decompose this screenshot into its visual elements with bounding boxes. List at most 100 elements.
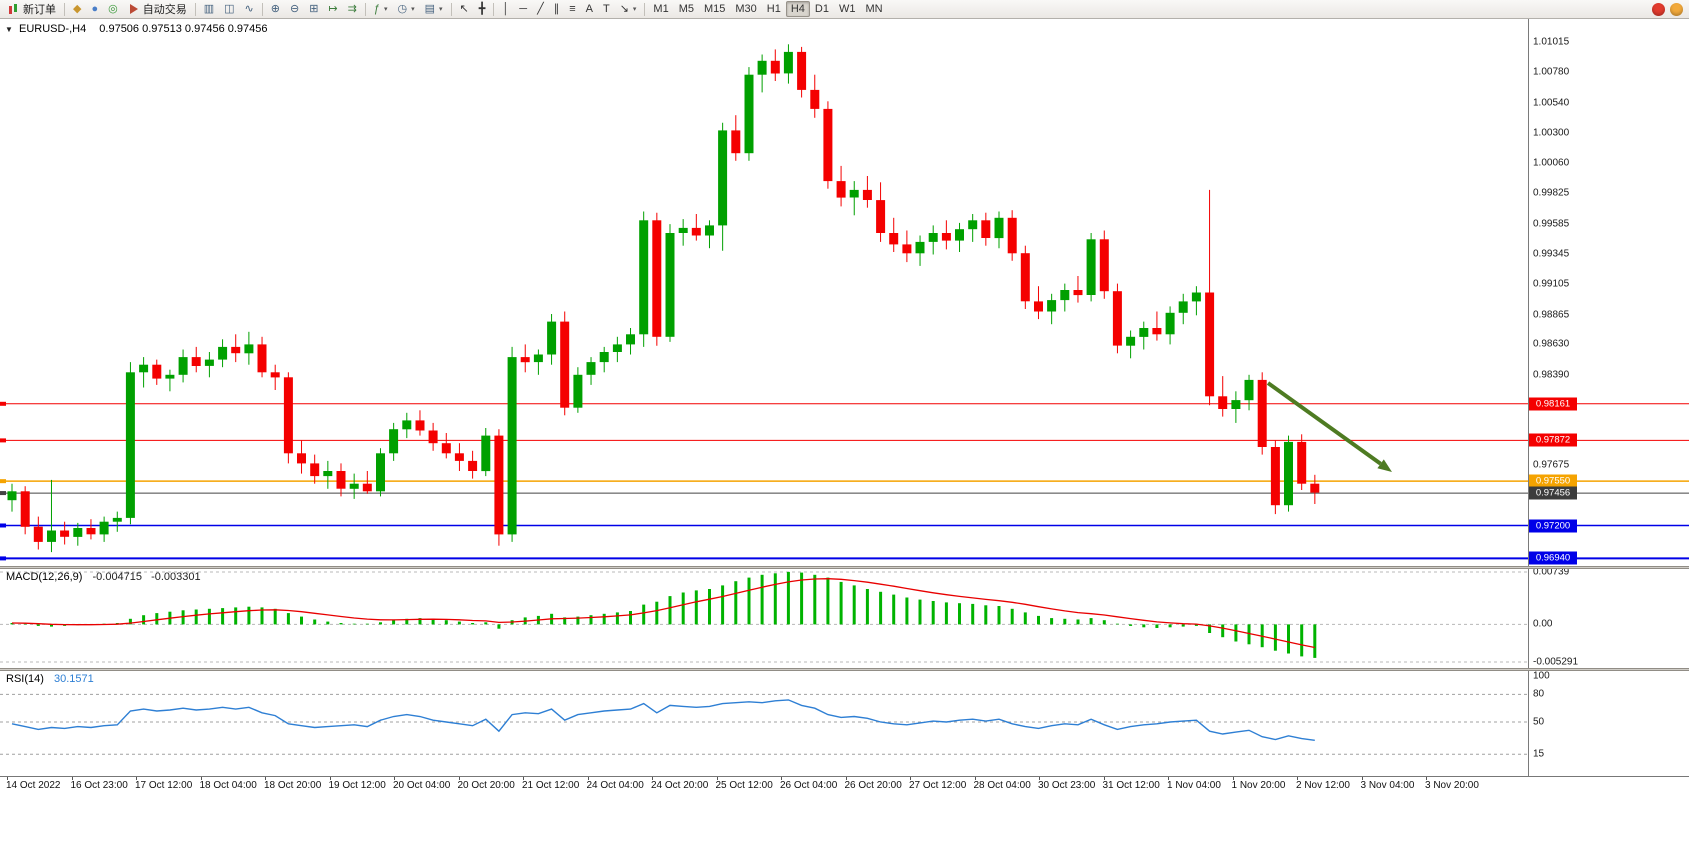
auto-scroll-icon[interactable]: ↦ [323,1,342,17]
market-watch-icon[interactable]: ● [86,1,103,17]
horizontal-line-icon[interactable]: ─ [514,1,532,17]
text-label-icon: T [602,2,610,15]
autotrading-icon [128,3,140,15]
time-axis-tick [974,777,976,780]
timeframe-m1-button[interactable]: M1 [648,1,673,17]
macd-main-value: -0.004715 [92,571,143,583]
time-axis-label: 27 Oct 12:00 [909,780,967,791]
text-icon[interactable]: A [581,1,598,17]
zoom-out-icon: ⊖ [289,2,300,15]
macd-axis-tick: 0.00 [1533,618,1553,630]
time-axis-tick [781,777,782,780]
pane-splitter[interactable] [0,668,1689,671]
pane-splitter[interactable] [0,566,1689,569]
time-axis-label: 1 Nov 04:00 [1167,780,1221,791]
time-axis-label: 1 Nov 20:00 [1231,780,1286,791]
price-badge: 0.97456 [1529,486,1577,500]
chart-dropdown-icon[interactable]: ▼ [5,25,13,34]
periods-icon[interactable]: ◷ ▾ [393,1,420,17]
new-order-button[interactable]: 新订单 [3,1,61,17]
rsi-axis-tick: 50 [1533,716,1545,728]
channel-icon[interactable]: ∥ [549,1,565,17]
zoom-in-icon: ⊕ [270,2,280,15]
time-axis-tick [652,777,653,780]
trendline-icon[interactable]: ╱ [532,1,549,17]
price-axis-tick: 1.00060 [1533,157,1570,169]
time-axis-tick [1103,777,1105,780]
time-axis-tick [394,777,395,780]
time-axis-label: 20 Oct 20:00 [457,780,515,791]
crosshair-icon: ╋ [478,2,486,15]
zoom-in-icon[interactable]: ⊕ [266,1,285,17]
alert-icon[interactable] [1652,2,1665,16]
time-axis-label: 19 Oct 12:00 [328,780,386,791]
time-axis-tick [1232,777,1234,780]
crosshair-icon[interactable]: ╋ [474,1,491,17]
price-axis-tick: 0.99585 [1533,218,1570,229]
fibonacci-icon: ≡ [569,2,576,15]
chart-canvas[interactable] [0,19,1689,859]
market-watch-icon: ● [91,2,99,15]
vertical-line-icon[interactable]: │ [497,1,514,17]
fibonacci-icon[interactable]: ≡ [564,1,580,17]
vertical-line-icon: │ [502,2,510,15]
chart-title: ▼ EURUSD-,H4 0.97506 0.97513 0.97456 0.9… [5,23,268,35]
time-axis-label: 20 Oct 04:00 [393,780,451,791]
data-window-icon[interactable]: ◎ [103,1,123,17]
indicators-icon: ƒ [373,2,380,15]
toolbar-separator [194,2,196,16]
price-axis-tick: 0.98630 [1533,338,1570,350]
time-axis-tick [587,777,589,780]
time-axis[interactable]: 14 Oct 2022 16 Oct 23:00 17 Oct 12:00 18 Oc… [0,776,1689,794]
new-order-icon [8,3,20,15]
timeframe-m5-button[interactable]: M5 [674,1,699,17]
price-axis-tick: 0.98390 [1533,369,1570,381]
chart-shift-icon[interactable]: ⇉ [343,1,362,17]
candlestick-chart-icon[interactable]: ◫ [219,1,239,17]
time-axis-label: 31 Oct 12:00 [1102,780,1160,791]
price-axis-tick: 1.00780 [1533,66,1570,78]
toolbar-separator [450,2,452,16]
toolbar-right-icons [1652,2,1686,16]
timeframe-w1-button[interactable]: W1 [834,1,861,17]
toolbar-separator [364,2,366,16]
price-axis-tick: 0.99105 [1533,278,1570,290]
time-axis-tick [523,777,524,780]
timeframe-h4-button[interactable]: H4 [785,1,810,17]
cursor-icon[interactable]: ↖ [455,1,474,17]
price-badge: 0.98161 [1529,397,1577,411]
timeframe-mn-button[interactable]: MN [860,1,887,17]
tile-windows-icon[interactable]: ⊞ [304,1,323,17]
rsi-axis-tick: 100 [1533,670,1550,682]
indicators-icon[interactable]: ƒ ▾ [369,1,393,17]
macd-signal-value: -0.003301 [151,571,201,583]
price-axis-tick: 1.01015 [1533,36,1570,48]
line-chart-icon[interactable]: ∿ [240,1,259,17]
text-label-icon[interactable]: T [598,1,615,17]
arrows-icon[interactable]: ↘ ▾ [615,1,642,17]
periods-icon: ◷ [397,2,408,15]
templates-icon[interactable]: ▤ ▾ [420,1,448,17]
bar-chart-icon[interactable]: ▥ [199,1,219,17]
chart-shift-icon: ⇉ [347,2,357,15]
autotrading-button[interactable]: 自动交易 [123,1,192,17]
time-axis-label: 26 Oct 04:00 [780,780,838,791]
timeframe-d1-button[interactable]: D1 [810,1,834,17]
quotes-window-icon[interactable]: ◆ [68,1,86,17]
quotes-window-icon: ◆ [73,2,82,15]
timeframe-m30-button[interactable]: M30 [730,1,761,17]
cursor-icon: ↖ [459,2,469,15]
timeframe-m15-button[interactable]: M15 [699,1,730,17]
toolbar-separator [64,2,65,16]
timeframe-h1-button[interactable]: H1 [762,1,786,17]
zoom-out-icon[interactable]: ⊖ [285,1,304,17]
time-axis-tick [1426,777,1427,780]
time-axis-label: 2 Nov 12:00 [1296,780,1350,791]
time-axis-tick [71,777,73,780]
auto-scroll-icon: ↦ [328,2,338,15]
time-axis-tick [136,777,137,780]
price-axis-tick: 1.00300 [1533,127,1570,139]
price-badge: 0.97872 [1529,433,1577,447]
bar-chart-icon: ▥ [203,2,215,15]
community-icon[interactable] [1670,2,1683,16]
